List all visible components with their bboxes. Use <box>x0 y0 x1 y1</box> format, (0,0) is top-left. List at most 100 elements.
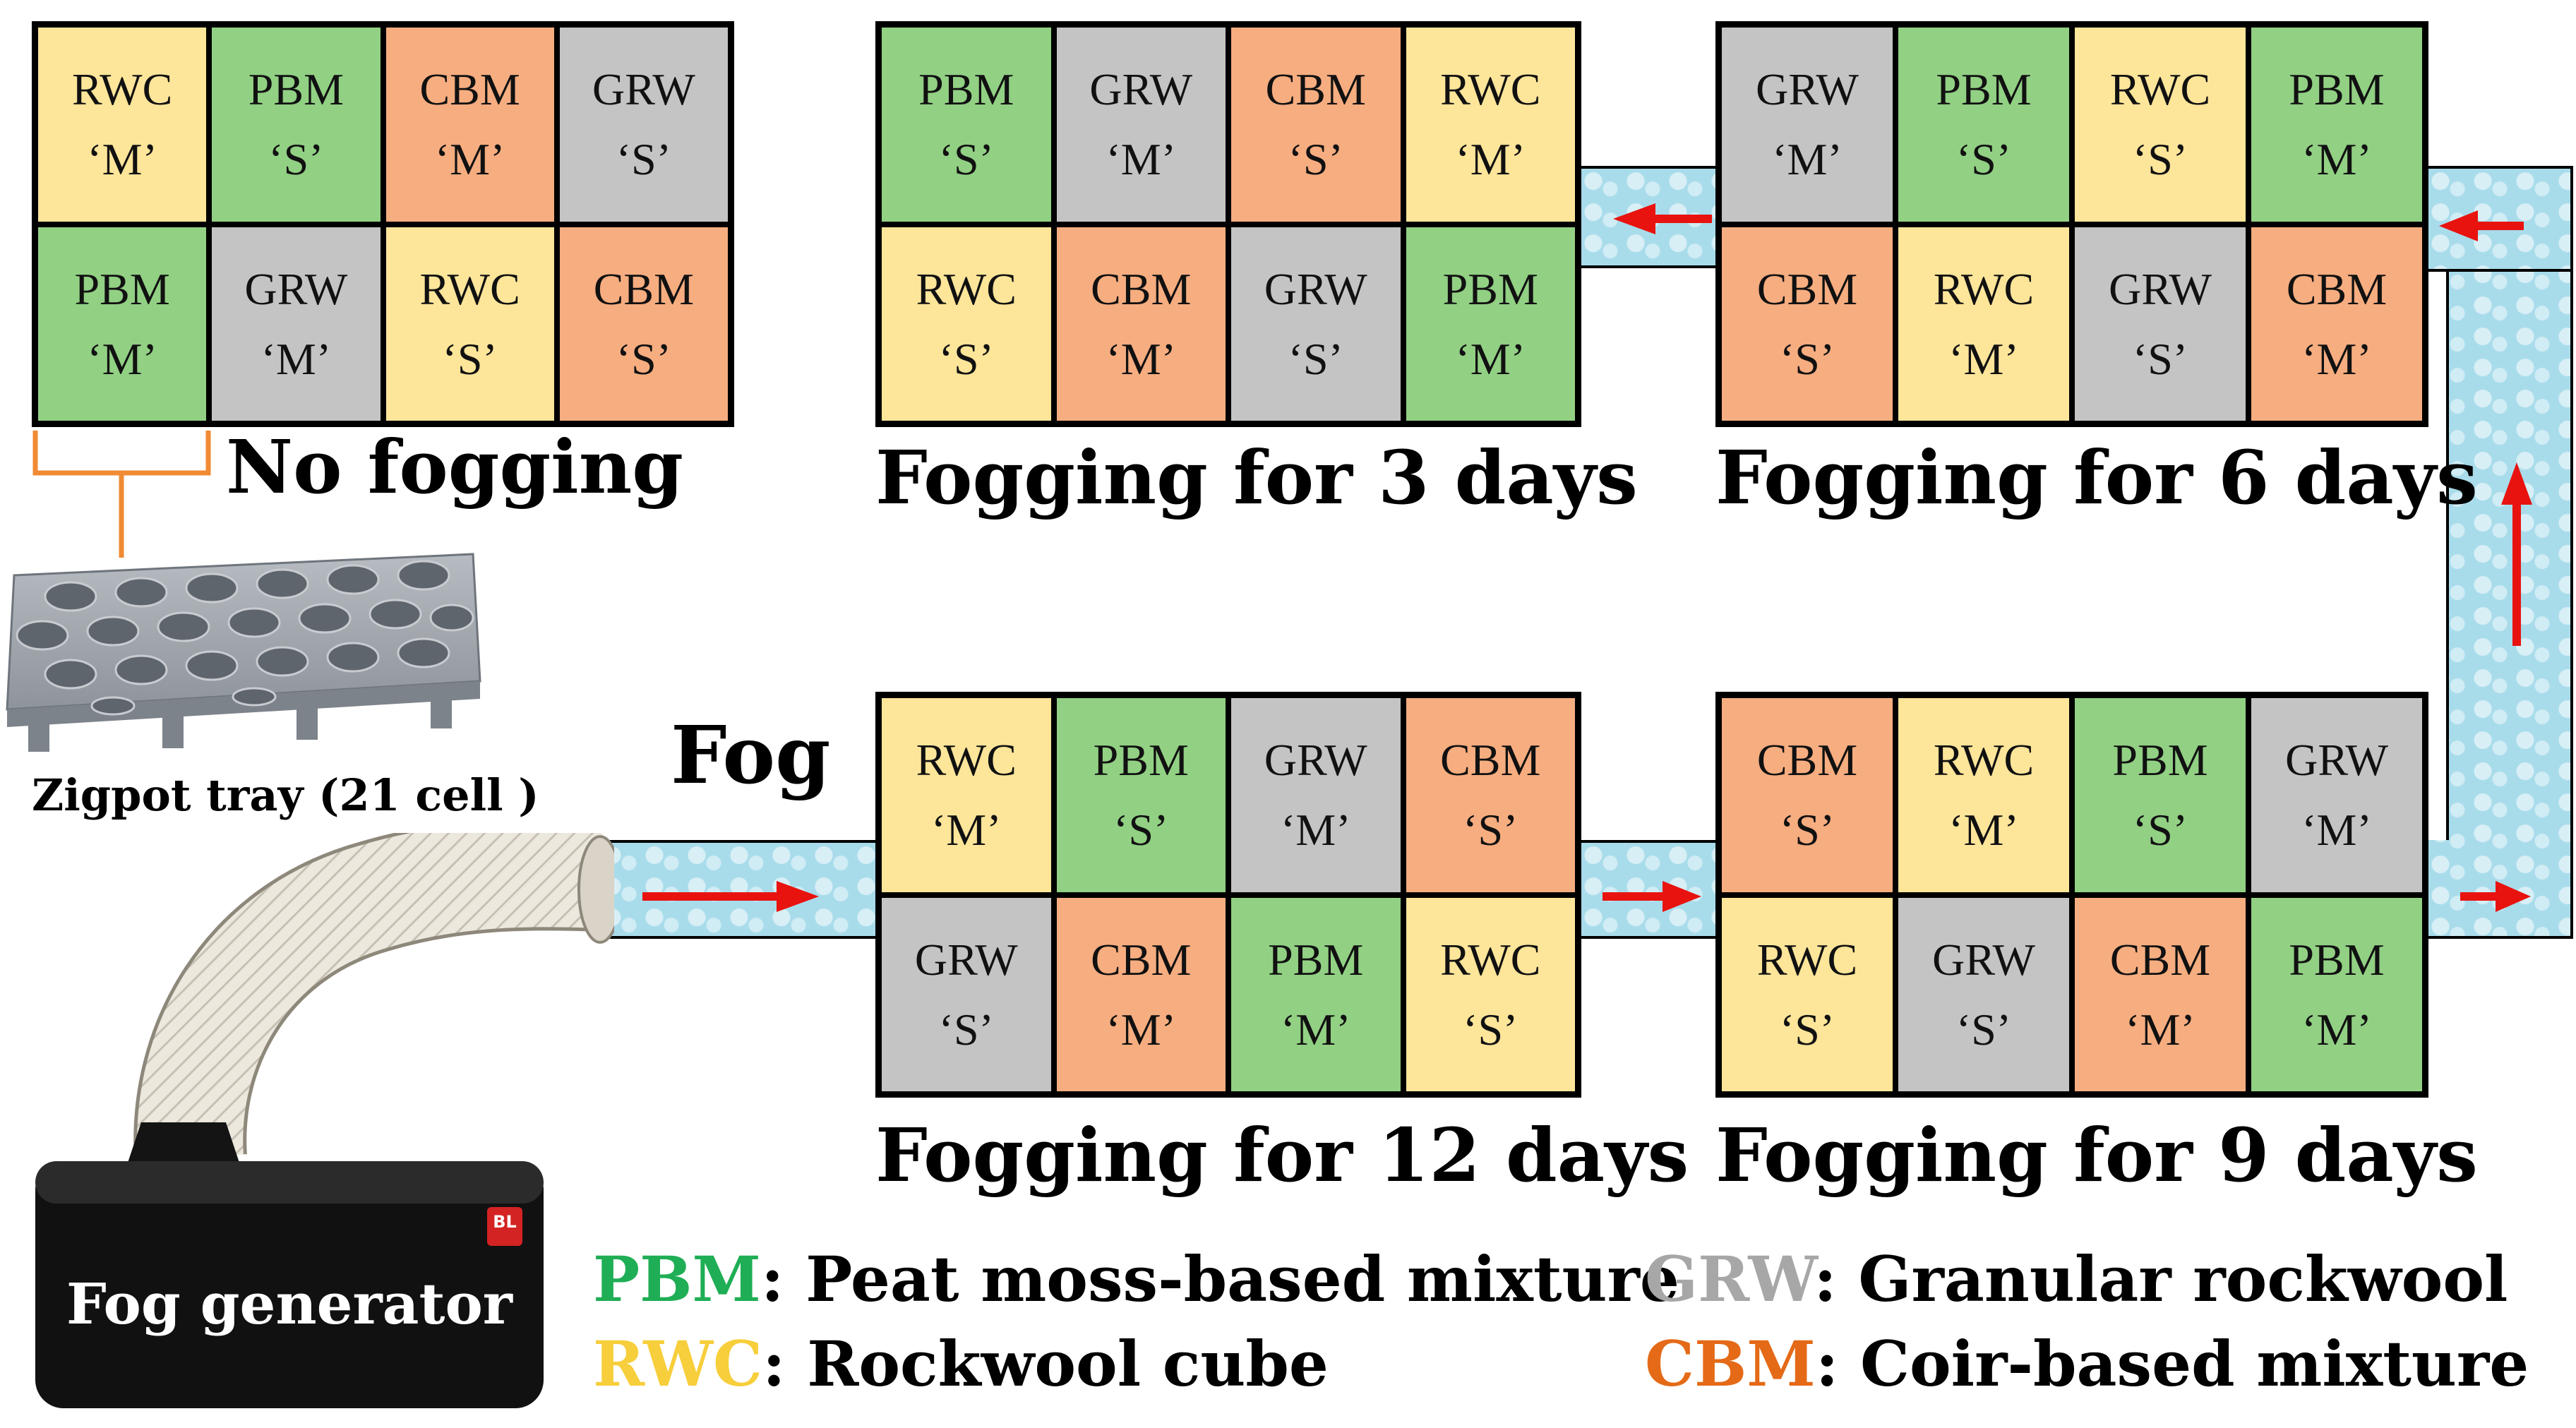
cultivar-code: ‘S’ <box>2132 134 2188 185</box>
substrate-code: RWC <box>1933 263 2035 314</box>
substrate-cell: GRW ‘M’ <box>1053 25 1228 224</box>
cultivar-code: ‘S’ <box>938 1004 994 1055</box>
substrate-code: CBM <box>1265 64 1366 115</box>
substrate-cell: RWC ‘S’ <box>383 224 557 424</box>
panel-fog-3: PBM ‘S’ GRW ‘M’ CBM ‘S’ RWC ‘M’ RWC ‘S’ CBM ‘M’ GRW ‘… <box>875 21 1581 427</box>
cultivar-code: ‘S’ <box>938 134 994 185</box>
substrate-code: PBM <box>1442 263 1538 314</box>
cultivar-code: ‘S’ <box>2132 333 2188 384</box>
substrate-cell: GRW ‘M’ <box>1719 25 1895 224</box>
substrate-code: GRW <box>1264 735 1367 786</box>
title-fog-12: Fogging for 12 days <box>875 1112 1689 1199</box>
substrate-code: GRW <box>2109 263 2212 314</box>
substrate-code: CBM <box>419 64 520 115</box>
legend-cbm: CBM: Coir-based mixture <box>1645 1327 2529 1400</box>
cultivar-code: ‘M’ <box>1948 805 2019 856</box>
flow-arrow-6-to-3 <box>1613 203 1712 234</box>
fog-pipe-6-top <box>2425 166 2573 272</box>
legend-rwc: RWC: Rockwool cube <box>593 1327 1329 1400</box>
substrate-cell: CBM ‘M’ <box>383 25 557 224</box>
substrate-code: RWC <box>1756 934 1858 985</box>
cultivar-code: ‘S’ <box>938 333 994 384</box>
legend-code-cbm: CBM <box>1645 1327 1816 1400</box>
substrate-code: PBM <box>74 263 170 314</box>
cultivar-code: ‘M’ <box>87 134 157 185</box>
cultivar-code: ‘M’ <box>2301 134 2372 185</box>
substrate-code: CBM <box>1756 735 1858 786</box>
cultivar-code: ‘S’ <box>616 134 671 185</box>
substrate-cell: GRW ‘S’ <box>2072 224 2248 424</box>
cultivar-code: ‘S’ <box>1463 1004 1518 1055</box>
substrate-cell: CBM ‘M’ <box>1053 224 1228 424</box>
panel-fog-12: RWC ‘M’ PBM ‘S’ GRW ‘M’ CBM ‘S’ GRW ‘S’ CBM ‘M’ PBM ‘… <box>875 692 1581 1098</box>
cultivar-code: ‘M’ <box>260 333 332 384</box>
fog-generator-image <box>35 1122 544 1408</box>
cultivar-code: ‘S’ <box>1955 1004 2012 1055</box>
legend-text-rwc: : Rockwool cube <box>762 1327 1329 1400</box>
substrate-code: GRW <box>1932 934 2035 985</box>
substrate-code: PBM <box>1936 64 2032 115</box>
cultivar-code: ‘M’ <box>1280 805 1351 856</box>
substrate-cell: RWC ‘S’ <box>879 224 1054 424</box>
substrate-code: CBM <box>593 263 695 314</box>
substrate-cell: RWC ‘M’ <box>1403 25 1578 224</box>
substrate-code: GRW <box>592 64 695 115</box>
substrate-cell: PBM ‘M’ <box>1403 224 1578 424</box>
substrate-cell: GRW ‘S’ <box>1895 894 2072 1094</box>
substrate-code: GRW <box>1089 64 1193 115</box>
substrate-cell: CBM ‘M’ <box>2248 224 2425 424</box>
cultivar-code: ‘S’ <box>1463 805 1518 856</box>
cultivar-code: ‘S’ <box>1779 333 1835 384</box>
flow-arrow-12-to-9 <box>1602 881 1701 912</box>
substrate-cell: RWC ‘M’ <box>879 695 1054 895</box>
cultivar-code: ‘S’ <box>1955 134 2012 185</box>
cultivar-code: ‘M’ <box>1280 1004 1351 1055</box>
flow-arrow-inlet <box>642 881 819 912</box>
cultivar-code: ‘M’ <box>434 134 505 185</box>
substrate-code: GRW <box>914 934 1018 985</box>
substrate-cell: RWC ‘M’ <box>1895 695 2072 895</box>
zigpot-tray-image <box>6 553 481 752</box>
cultivar-code: ‘M’ <box>1948 333 2019 384</box>
substrate-code: GRW <box>1264 263 1367 314</box>
substrate-cell: RWC ‘M’ <box>1895 224 2072 424</box>
legend-text-pbm: : Peat moss-based mixture <box>760 1242 1679 1316</box>
substrate-code: PBM <box>2289 64 2385 115</box>
substrate-cell: GRW ‘M’ <box>2248 695 2425 895</box>
substrate-cell: PBM ‘S’ <box>879 25 1054 224</box>
panel-fog-9: CBM ‘S’ RWC ‘M’ PBM ‘S’ GRW ‘M’ RWC ‘S’ GRW ‘S’ CBM ‘… <box>1715 692 2428 1098</box>
title-fog-6: Fogging for 6 days <box>1715 434 2478 521</box>
substrate-code: RWC <box>1933 735 2035 786</box>
fog-pipe-inlet <box>597 840 886 939</box>
cultivar-code: ‘S’ <box>1288 134 1343 185</box>
flow-arrow-out-9 <box>2460 881 2531 912</box>
cultivar-code: ‘M’ <box>2301 333 2372 384</box>
substrate-cell: RWC ‘M’ <box>35 25 210 224</box>
substrate-cell: CBM ‘S’ <box>556 224 731 424</box>
cultivar-code: ‘S’ <box>268 134 324 185</box>
substrate-cell: GRW ‘S’ <box>556 25 731 224</box>
panel-fog-6: GRW ‘M’ PBM ‘S’ RWC ‘S’ PBM ‘M’ CBM ‘S’ RWC ‘M’ GRW ‘… <box>1715 21 2428 427</box>
substrate-code: PBM <box>248 64 344 115</box>
substrate-code: RWC <box>1440 64 1541 115</box>
fog-hose <box>133 833 614 1161</box>
cultivar-code: ‘S’ <box>2132 805 2188 856</box>
cultivar-code: ‘M’ <box>87 333 157 384</box>
title-fog-9: Fogging for 9 days <box>1715 1112 2478 1199</box>
fog-generator-label: Fog generator <box>66 1271 513 1337</box>
cultivar-code: ‘M’ <box>2125 1004 2195 1055</box>
cultivar-code: ‘S’ <box>1779 1004 1835 1055</box>
legend-code-grw: GRW <box>1645 1242 1814 1316</box>
substrate-code: GRW <box>1756 64 1859 115</box>
substrate-code: GRW <box>2285 735 2388 786</box>
substrate-code: PBM <box>1268 934 1364 985</box>
substrate-cell: RWC ‘S’ <box>1403 894 1578 1094</box>
cultivar-code: ‘M’ <box>1106 134 1177 185</box>
cultivar-code: ‘M’ <box>1772 134 1843 185</box>
substrate-code: RWC <box>72 64 173 115</box>
title-fog-3: Fogging for 3 days <box>875 434 1638 521</box>
substrate-code: RWC <box>2109 64 2211 115</box>
substrate-cell: PBM ‘S’ <box>1895 25 2072 224</box>
substrate-cell: RWC ‘S’ <box>1719 894 1895 1094</box>
substrate-code: GRW <box>244 263 348 314</box>
